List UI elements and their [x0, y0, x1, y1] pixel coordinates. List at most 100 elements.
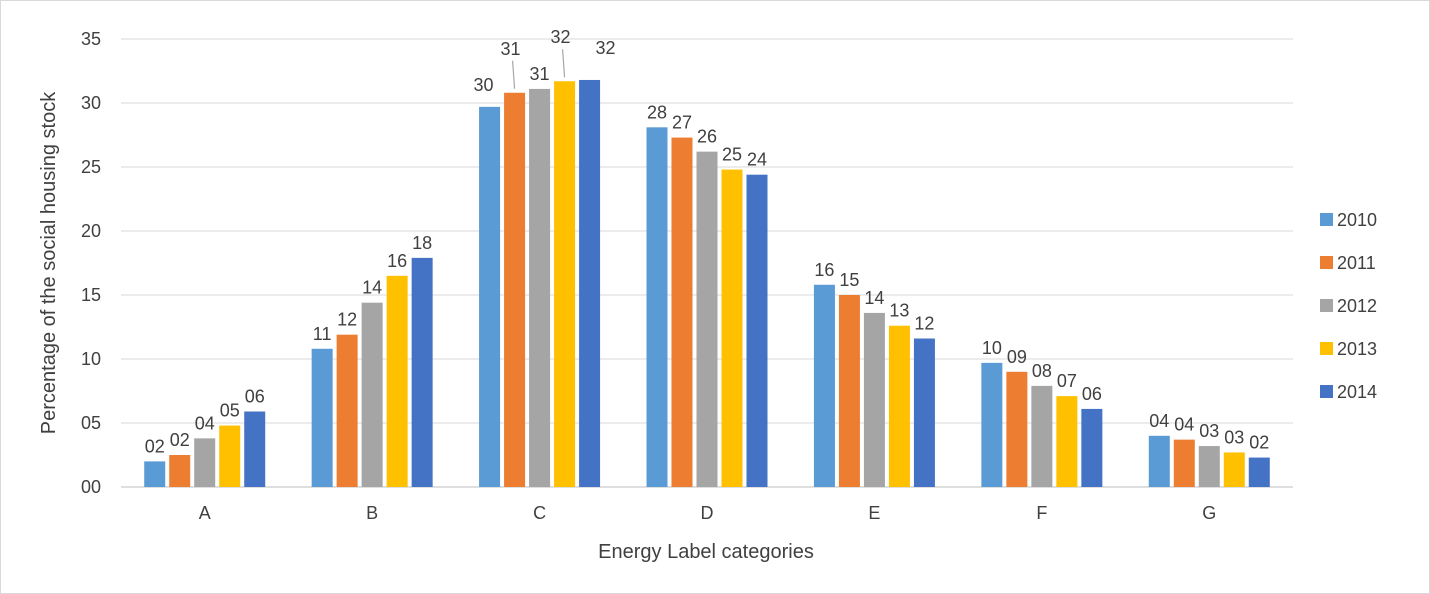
x-tick-label: B [366, 503, 378, 523]
data-label: 07 [1057, 371, 1077, 391]
y-tick-label: 00 [81, 477, 101, 497]
data-label: 04 [195, 413, 215, 433]
data-label: 12 [914, 314, 934, 334]
bar [411, 257, 433, 487]
bar [244, 411, 266, 487]
data-label: 26 [697, 127, 717, 147]
data-label: 02 [1249, 433, 1269, 453]
y-tick-label: 30 [81, 93, 101, 113]
data-label: 08 [1032, 361, 1052, 381]
x-axis-title: Energy Label categories [598, 541, 814, 563]
y-tick-label: 35 [81, 29, 101, 49]
bar [554, 81, 576, 488]
x-tick-label: C [533, 503, 546, 523]
data-label: 32 [596, 38, 616, 58]
data-label: 13 [889, 301, 909, 321]
y-tick-label: 25 [81, 157, 101, 177]
data-label: 09 [1007, 347, 1027, 367]
legend-label: 2013 [1337, 339, 1377, 359]
data-label: 03 [1199, 421, 1219, 441]
y-tick-label: 05 [81, 413, 101, 433]
leader-line [561, 49, 566, 78]
data-label: 03 [1224, 427, 1244, 447]
bar [1031, 385, 1053, 487]
bar [1056, 396, 1078, 487]
data-label: 25 [722, 145, 742, 165]
data-label: 04 [1174, 415, 1194, 435]
x-tick-label: A [199, 503, 211, 523]
data-label: 16 [387, 251, 407, 271]
bar [838, 295, 860, 487]
bar [981, 362, 1003, 487]
bars [144, 79, 1270, 488]
bar [646, 127, 668, 487]
legend-label: 2011 [1337, 253, 1376, 273]
y-tick-label: 10 [81, 349, 101, 369]
data-label: 06 [245, 386, 265, 406]
bar [813, 284, 835, 487]
bar [1006, 371, 1028, 487]
data-label: 06 [1082, 384, 1102, 404]
bar [1248, 457, 1270, 487]
data-label: 28 [647, 102, 667, 122]
bar [579, 79, 601, 488]
data-label: 11 [313, 324, 332, 344]
data-label: 15 [839, 270, 859, 290]
bar [696, 151, 718, 487]
legend-swatch [1320, 299, 1333, 312]
bar [386, 275, 408, 487]
bar [746, 174, 768, 487]
data-label: 24 [747, 150, 767, 170]
legend-label: 2010 [1337, 210, 1377, 230]
leader-lines [511, 49, 566, 89]
data-label: 32 [551, 27, 571, 47]
data-label: 02 [145, 436, 165, 456]
data-label: 30 [474, 75, 494, 95]
legend-swatch [1320, 213, 1333, 226]
legend-label: 2012 [1337, 296, 1377, 316]
bar [219, 425, 241, 487]
y-tick-label: 20 [81, 221, 101, 241]
data-label: 31 [501, 39, 521, 59]
bar [671, 137, 693, 487]
x-tick-label: D [701, 503, 714, 523]
legend-swatch [1320, 342, 1333, 355]
y-tick-label: 15 [81, 285, 101, 305]
bar [1223, 452, 1245, 487]
data-label: 04 [1149, 411, 1169, 431]
data-label: 05 [220, 401, 240, 421]
data-label: 14 [864, 288, 884, 308]
data-label: 10 [982, 338, 1002, 358]
legend: 2010 2011 2012 2013 2014 [1320, 210, 1377, 402]
x-tick-label: E [868, 503, 880, 523]
bar [479, 106, 501, 487]
bar [311, 348, 333, 487]
y-tick-labels: 00 05 10 15 20 25 30 35 [81, 29, 101, 497]
x-tick-labels: A B C D E F G [199, 503, 1217, 523]
data-label: 31 [530, 64, 550, 84]
bar [529, 88, 551, 488]
bar [194, 438, 216, 487]
bar [913, 338, 935, 487]
x-tick-label: G [1202, 503, 1216, 523]
data-label: 27 [672, 113, 692, 133]
bar [1173, 439, 1195, 487]
bar [863, 312, 885, 487]
bar [144, 461, 166, 487]
data-label: 02 [170, 430, 190, 450]
data-label: 18 [412, 233, 432, 253]
data-label: 16 [814, 260, 834, 280]
bar [1148, 435, 1170, 487]
bar [336, 334, 358, 487]
data-label: 12 [337, 310, 357, 330]
bar [1081, 408, 1103, 487]
leader-line [511, 60, 516, 89]
legend-swatch [1320, 385, 1333, 398]
bar [888, 325, 910, 487]
bar [504, 92, 526, 487]
bar [1198, 446, 1220, 487]
legend-swatch [1320, 256, 1333, 269]
